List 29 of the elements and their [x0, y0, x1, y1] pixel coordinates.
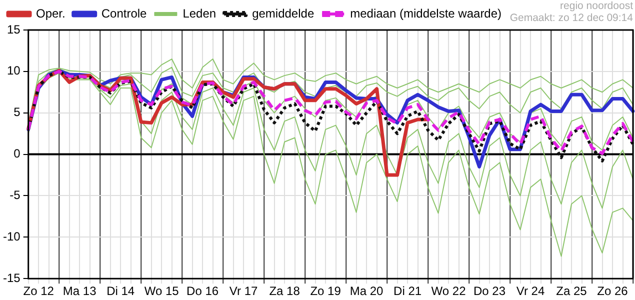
x-tick-label: Vr 24: [516, 284, 545, 298]
y-tick-label: 15: [6, 22, 21, 36]
x-tick-label: Vr 17: [229, 284, 258, 298]
x-tick-label: Di 21: [394, 284, 422, 298]
legend-label: Oper.: [36, 6, 66, 20]
text: Gemaakt: zo 12 dec 09:14: [510, 12, 633, 24]
x-tick-label: Di 14: [106, 284, 135, 298]
x-tick-label: Do 23: [474, 284, 506, 298]
x-tick-label: Ma 20: [350, 284, 384, 298]
y-tick-label: 5: [14, 105, 21, 120]
legend-label: Leden: [182, 6, 216, 20]
x-tick-label: Za 25: [556, 284, 588, 298]
x-tick-label: Wo 22: [431, 284, 466, 298]
legend-label: Controle: [101, 6, 148, 20]
y-tick-label: 0: [14, 146, 21, 161]
x-tick-label: Zo 12: [23, 284, 54, 298]
x-tick-label: Zo 19: [310, 284, 342, 298]
y-tick-label: -10: [3, 229, 21, 244]
x-tick-label: Zo 26: [597, 284, 628, 298]
x-tick-label: Za 18: [269, 284, 300, 298]
y-tick-label: -15: [3, 270, 21, 285]
x-tick-label: Ma 13: [62, 284, 97, 298]
legend-label: gemiddelde: [252, 6, 314, 20]
legend-label: mediaan (middelste waarde): [350, 6, 502, 20]
x-tick-label: Wo 15: [144, 284, 180, 298]
text: regio noordoost: [559, 0, 633, 12]
y-tick-label: 10: [6, 64, 21, 78]
y-tick-label: -5: [10, 188, 21, 202]
x-tick-label: Do 16: [186, 284, 219, 298]
